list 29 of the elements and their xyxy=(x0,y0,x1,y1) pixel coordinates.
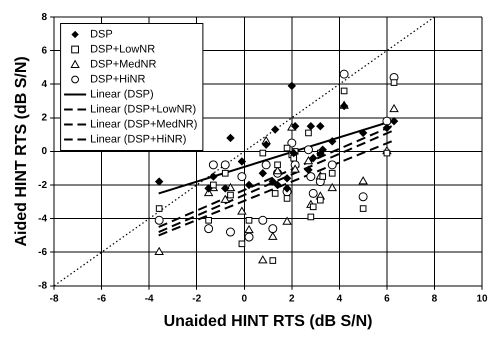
y-tick-label: 2 xyxy=(42,112,48,124)
legend-label: Linear (DSP+MedNR) xyxy=(90,118,198,131)
legend-label: Linear (DSP+HiNR) xyxy=(90,134,186,146)
legend-label: Linear (DSP) xyxy=(90,88,154,101)
x-tick-label: 2 xyxy=(289,294,296,305)
legend-label: DSP+MedNR xyxy=(90,58,156,71)
x-tick-label: -8 xyxy=(50,294,59,305)
y-tick-label: 0 xyxy=(42,146,48,158)
y-axis-title: Aided HINT RTS (dB S/N) xyxy=(13,56,30,247)
x-tick-label: -4 xyxy=(144,294,154,305)
y-tick-label: 6 xyxy=(42,45,48,56)
x-tick-label: 8 xyxy=(432,294,438,305)
legend-label: DSP xyxy=(90,28,113,41)
x-tick-label: 10 xyxy=(476,294,488,305)
x-tick-label: 0 xyxy=(241,294,248,305)
x-tick-label: 6 xyxy=(384,294,390,305)
y-tick-label: -4 xyxy=(38,213,48,224)
y-tick-label: -6 xyxy=(38,246,48,258)
x-tick-label: -6 xyxy=(97,294,107,305)
legend-label: Linear (DSP+LowNR) xyxy=(90,104,196,116)
x-tick-label: 4 xyxy=(336,294,343,305)
x-axis-title: Unaided HINT RTS (dB S/N) xyxy=(164,312,372,330)
legend-label: DSP+LowNR xyxy=(90,44,156,56)
y-tick-label: 8 xyxy=(42,12,48,23)
y-tick-label: -8 xyxy=(38,280,48,292)
legend-label: DSP+HiNR xyxy=(90,74,146,86)
y-tick-label: -2 xyxy=(38,180,48,191)
x-tick-label: -2 xyxy=(192,294,202,305)
y-tick-label: 4 xyxy=(42,78,48,90)
